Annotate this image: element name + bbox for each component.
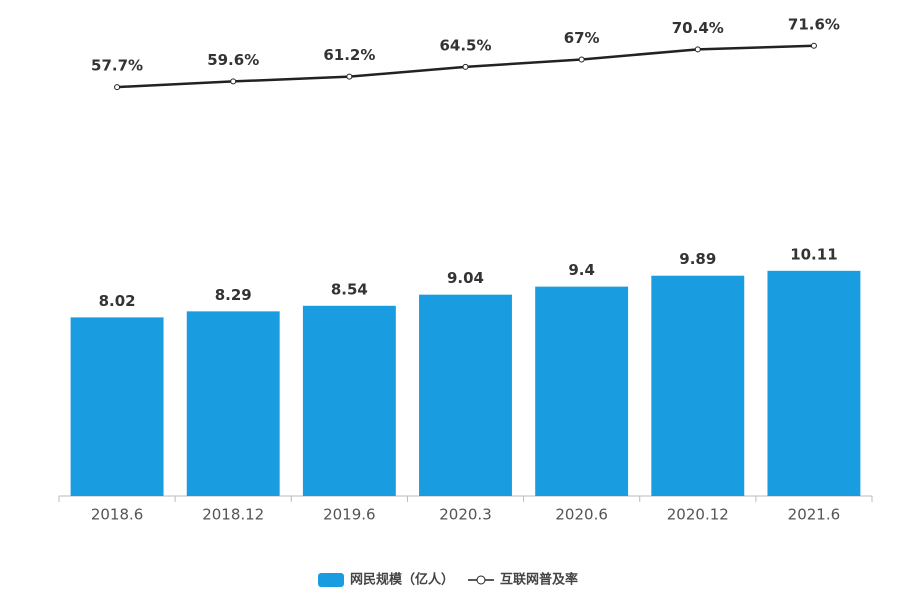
legend-swatch-point (476, 575, 486, 585)
line-value-label: 57.7% (91, 57, 143, 75)
bar-value-label: 10.11 (790, 245, 837, 263)
line-point (578, 56, 585, 63)
x-tick-label: 2019.6 (323, 506, 376, 524)
x-tick-label: 2018.6 (91, 506, 144, 524)
bar (186, 311, 280, 496)
line-value-label: 71.6% (788, 15, 840, 33)
legend-swatch (318, 573, 344, 587)
line-point (694, 46, 701, 53)
line-point (230, 78, 237, 85)
bar (419, 294, 512, 496)
line-point (346, 73, 353, 80)
bar (302, 305, 396, 496)
bar (70, 317, 164, 496)
bar-value-label: 8.54 (331, 280, 368, 298)
bar-value-label: 9.89 (679, 250, 716, 268)
line-point (462, 63, 469, 70)
line-value-label: 59.6% (207, 51, 259, 69)
x-tick-label: 2021.6 (788, 506, 841, 524)
legend-label: 互联网普及率 (500, 572, 578, 588)
bar (767, 270, 861, 496)
line-value-label: 64.5% (439, 36, 491, 54)
line-point (810, 42, 817, 49)
x-tick-label: 2020.3 (439, 506, 492, 524)
legend-label: 网民规模（亿人） (350, 572, 454, 588)
bar-value-label: 8.29 (215, 286, 252, 304)
bar (535, 286, 629, 496)
line-value-label: 61.2% (323, 46, 375, 64)
bar-value-label: 8.02 (99, 292, 136, 310)
x-tick-label: 2020.12 (667, 506, 729, 524)
bar-value-label: 9.04 (447, 269, 484, 287)
bar-value-label: 9.4 (568, 261, 595, 279)
x-tick-label: 2018.12 (202, 506, 264, 524)
line-point (114, 84, 121, 91)
line-value-label: 70.4% (672, 19, 724, 37)
line-value-label: 67% (564, 29, 600, 47)
x-tick-label: 2020.6 (555, 506, 608, 524)
bar (651, 275, 745, 496)
